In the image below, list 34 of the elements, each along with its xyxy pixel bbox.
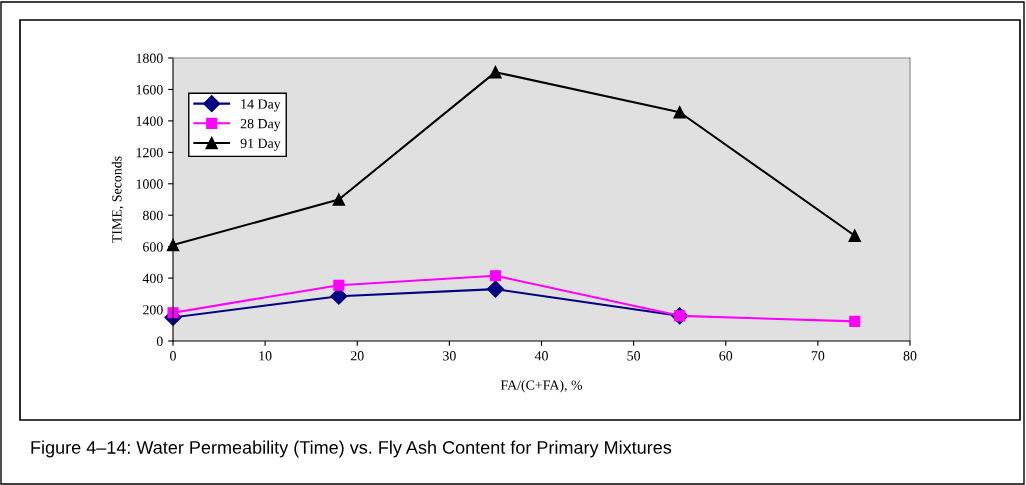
- point: [673, 105, 686, 119]
- legend-label: 28 Day: [240, 118, 281, 132]
- x-tick-label: 10: [259, 351, 272, 361]
- y-tick-label: 600: [143, 242, 163, 252]
- y-axis-title: TIME, Seconds: [111, 156, 124, 243]
- text: Figure 4–14: Water Permeability (Time) vs. Fly Ash Content for Primary Mixtures: [31, 440, 672, 458]
- x-tick-label: 20: [350, 351, 364, 361]
- x-tick-label: 70: [811, 351, 825, 361]
- point: [333, 279, 345, 291]
- point: [167, 307, 179, 319]
- point: [489, 65, 502, 79]
- y-tick-label: 0: [156, 336, 163, 346]
- point: [489, 270, 501, 282]
- point: [486, 280, 504, 298]
- y-tick-label: 1800: [136, 53, 163, 63]
- y-tick-label: 400: [142, 273, 163, 284]
- y-tick-label: 200: [143, 305, 163, 315]
- point: [848, 229, 861, 242]
- x-tick-label: 80: [903, 351, 917, 361]
- y-tick-label: 1400: [136, 116, 163, 126]
- legend-label: 91 Day: [240, 138, 281, 151]
- y-tick-label: 800: [142, 210, 163, 221]
- y-tick-label: 1200: [136, 147, 163, 158]
- x-tick-label: 40: [534, 351, 548, 361]
- y-tick-label: 1600: [136, 85, 163, 95]
- x-axis-title: FA/(C+FA), %: [500, 379, 583, 393]
- x-tick-label: 30: [443, 351, 456, 361]
- x-tick-label: 50: [627, 351, 641, 361]
- x-tick-label: 60: [719, 351, 733, 361]
- point: [849, 315, 861, 327]
- y-tick-label: 1000: [136, 179, 163, 189]
- point: [332, 193, 346, 206]
- x-tick-label: 0: [170, 351, 176, 361]
- legend-label: 14 Day: [241, 99, 281, 112]
